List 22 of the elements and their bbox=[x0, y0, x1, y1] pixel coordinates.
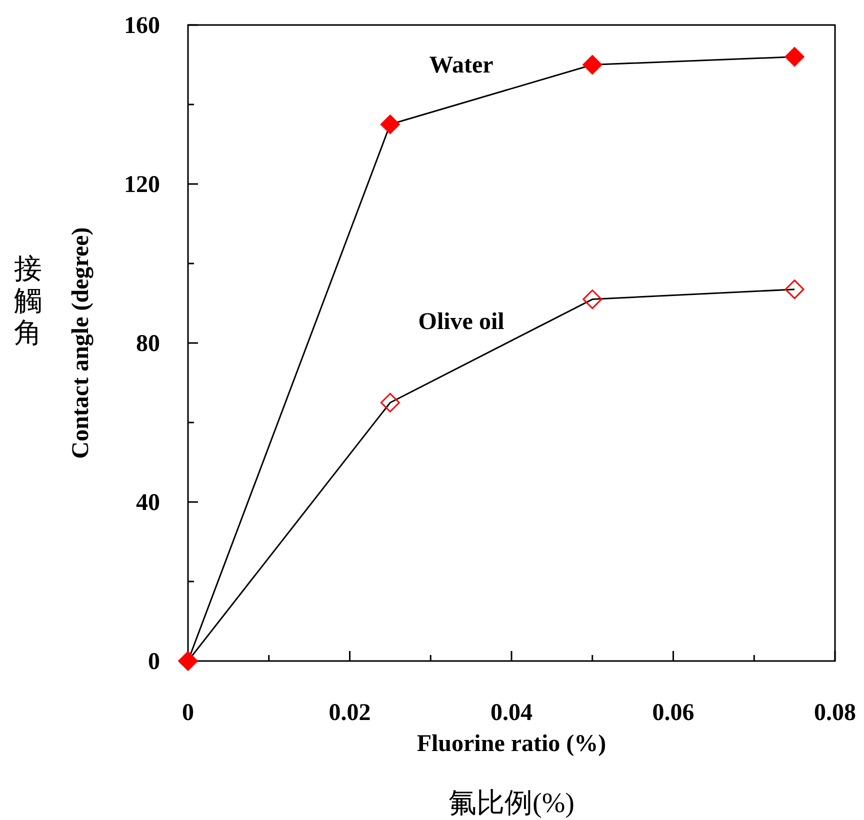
y-tick-label: 160 bbox=[124, 13, 160, 39]
series-label: Olive oil bbox=[418, 308, 505, 335]
point bbox=[582, 290, 602, 310]
x-tick-label: 0.04 bbox=[490, 700, 532, 726]
text: 接觸角 bbox=[14, 254, 42, 349]
x-axis-title: Fluorine ratio (%) bbox=[416, 731, 606, 757]
point bbox=[784, 280, 804, 300]
text: 氟比例(%) bbox=[448, 788, 574, 819]
x-tick-label: 0 bbox=[182, 700, 194, 726]
point bbox=[380, 114, 400, 134]
point bbox=[380, 392, 400, 412]
y-tick-label: 120 bbox=[124, 172, 160, 198]
x-tick-label: 0.06 bbox=[652, 700, 694, 726]
series-label: Water bbox=[429, 52, 494, 79]
x-tick-label: 0.08 bbox=[814, 700, 856, 726]
point bbox=[784, 47, 804, 67]
y-axis-title: Contact angle (degree) bbox=[68, 227, 94, 459]
point bbox=[582, 55, 602, 74]
x-tick-label: 0.02 bbox=[328, 700, 371, 726]
y-tick-label: 40 bbox=[136, 490, 160, 516]
y-tick-label: 80 bbox=[136, 331, 160, 357]
y-tick-label: 0 bbox=[148, 649, 160, 675]
